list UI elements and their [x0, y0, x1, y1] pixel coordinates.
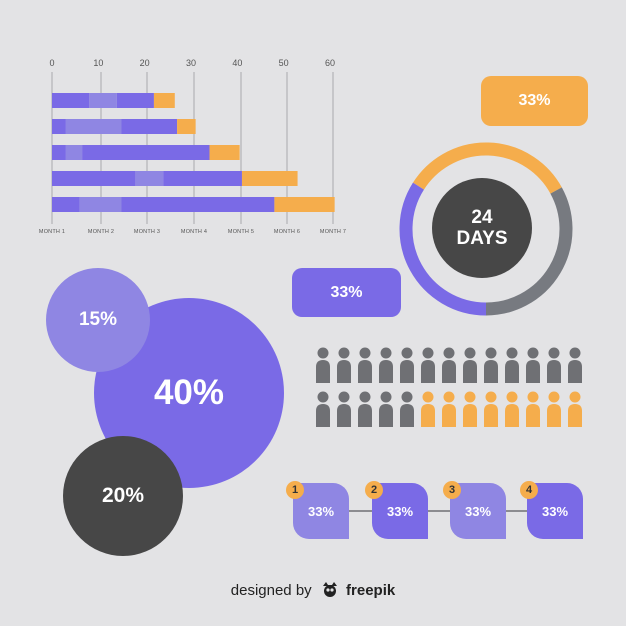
- person-icon: [358, 347, 372, 383]
- person-icon: [358, 391, 372, 427]
- gantt-bar-segment: [121, 119, 178, 134]
- person-icon: [400, 347, 414, 383]
- donut-center-number: 24: [471, 207, 493, 228]
- person-icon: [421, 347, 435, 383]
- person-icon: [421, 391, 435, 427]
- step-number-badge: 3: [443, 481, 461, 499]
- person-icon: [400, 391, 414, 427]
- x-tick-label: 40: [232, 58, 243, 68]
- gantt-bar-segment: [52, 119, 66, 134]
- step-card: 33%: [527, 483, 583, 539]
- x-tick-label: 30: [185, 58, 197, 68]
- person-icon: [547, 391, 561, 427]
- gantt-bar-segment: [116, 93, 154, 108]
- credit-line: designed by freepik: [0, 580, 626, 602]
- person-icon: [316, 347, 330, 383]
- gantt-bar-segment: [89, 93, 117, 108]
- person-icon: [484, 391, 498, 427]
- donut-slice: [412, 142, 562, 194]
- gantt-bar-segment: [177, 119, 196, 134]
- month-label: MONTH 5: [227, 229, 255, 235]
- person-icon: [379, 391, 393, 427]
- month-label: MONTH 7: [319, 229, 347, 235]
- gantt-bar-segment: [52, 93, 90, 108]
- gantt-bar-segment: [121, 197, 275, 212]
- month-label: MONTH 4: [180, 229, 208, 235]
- x-tick-label: 10: [93, 58, 104, 68]
- person-icon: [463, 347, 477, 383]
- person-icon: [526, 347, 540, 383]
- month-label: MONTH 3: [133, 229, 161, 235]
- bubble-20-percent: 20%: [63, 436, 183, 556]
- month-label: MONTH 1: [38, 229, 66, 235]
- step-number-badge: 4: [520, 481, 538, 499]
- person-icon: [463, 391, 477, 427]
- x-tick-label: 0: [49, 58, 55, 68]
- gantt-bar-segment: [241, 171, 298, 186]
- gantt-bar-segment: [135, 171, 164, 186]
- month-label: MONTH 2: [87, 229, 115, 235]
- x-tick-label: 20: [139, 58, 150, 68]
- person-icon: [505, 391, 519, 427]
- purple-percent-callout: 33%: [292, 268, 401, 317]
- gantt-bar-segment: [52, 197, 80, 212]
- step-number-badge: 2: [365, 481, 383, 499]
- donut-slice: [399, 182, 487, 316]
- person-icon: [505, 347, 519, 383]
- person-icon: [316, 391, 330, 427]
- x-tick-label: 50: [278, 58, 289, 68]
- person-icon: [442, 391, 456, 427]
- freepik-logo-icon: [320, 580, 340, 602]
- gantt-bar-segment: [274, 197, 335, 212]
- orange-percent-callout: 33%: [481, 76, 588, 126]
- gantt-bar-segment: [65, 145, 83, 160]
- credit-brand: freepik: [346, 581, 396, 599]
- donut-center-unit: DAYS: [456, 228, 508, 249]
- person-icon: [337, 347, 351, 383]
- gantt-bar-segment: [52, 171, 136, 186]
- donut-center-label: 24 DAYS: [432, 178, 532, 278]
- credit-prefix: designed by: [230, 581, 312, 599]
- person-icon: [484, 347, 498, 383]
- gantt-bar-segment: [82, 145, 210, 160]
- gantt-bar-segment: [79, 197, 122, 212]
- person-icon: [337, 391, 351, 427]
- gantt-bar-segment: [52, 145, 66, 160]
- gantt-bar-segment: [163, 171, 242, 186]
- step-number-badge: 1: [286, 481, 304, 499]
- gantt-bar-segment: [65, 119, 122, 134]
- donut-slice: [485, 187, 573, 316]
- x-tick-label: 60: [324, 58, 336, 68]
- person-icon: [442, 347, 456, 383]
- person-icon: [526, 391, 540, 427]
- month-label: MONTH 6: [273, 229, 301, 235]
- person-icon: [568, 347, 582, 383]
- person-icon: [547, 347, 561, 383]
- person-icon: [379, 347, 393, 383]
- gantt-bar-segment: [209, 145, 240, 160]
- gantt-bar-segment: [153, 93, 175, 108]
- bubble-15-percent: 15%: [46, 268, 150, 372]
- person-icon: [568, 391, 582, 427]
